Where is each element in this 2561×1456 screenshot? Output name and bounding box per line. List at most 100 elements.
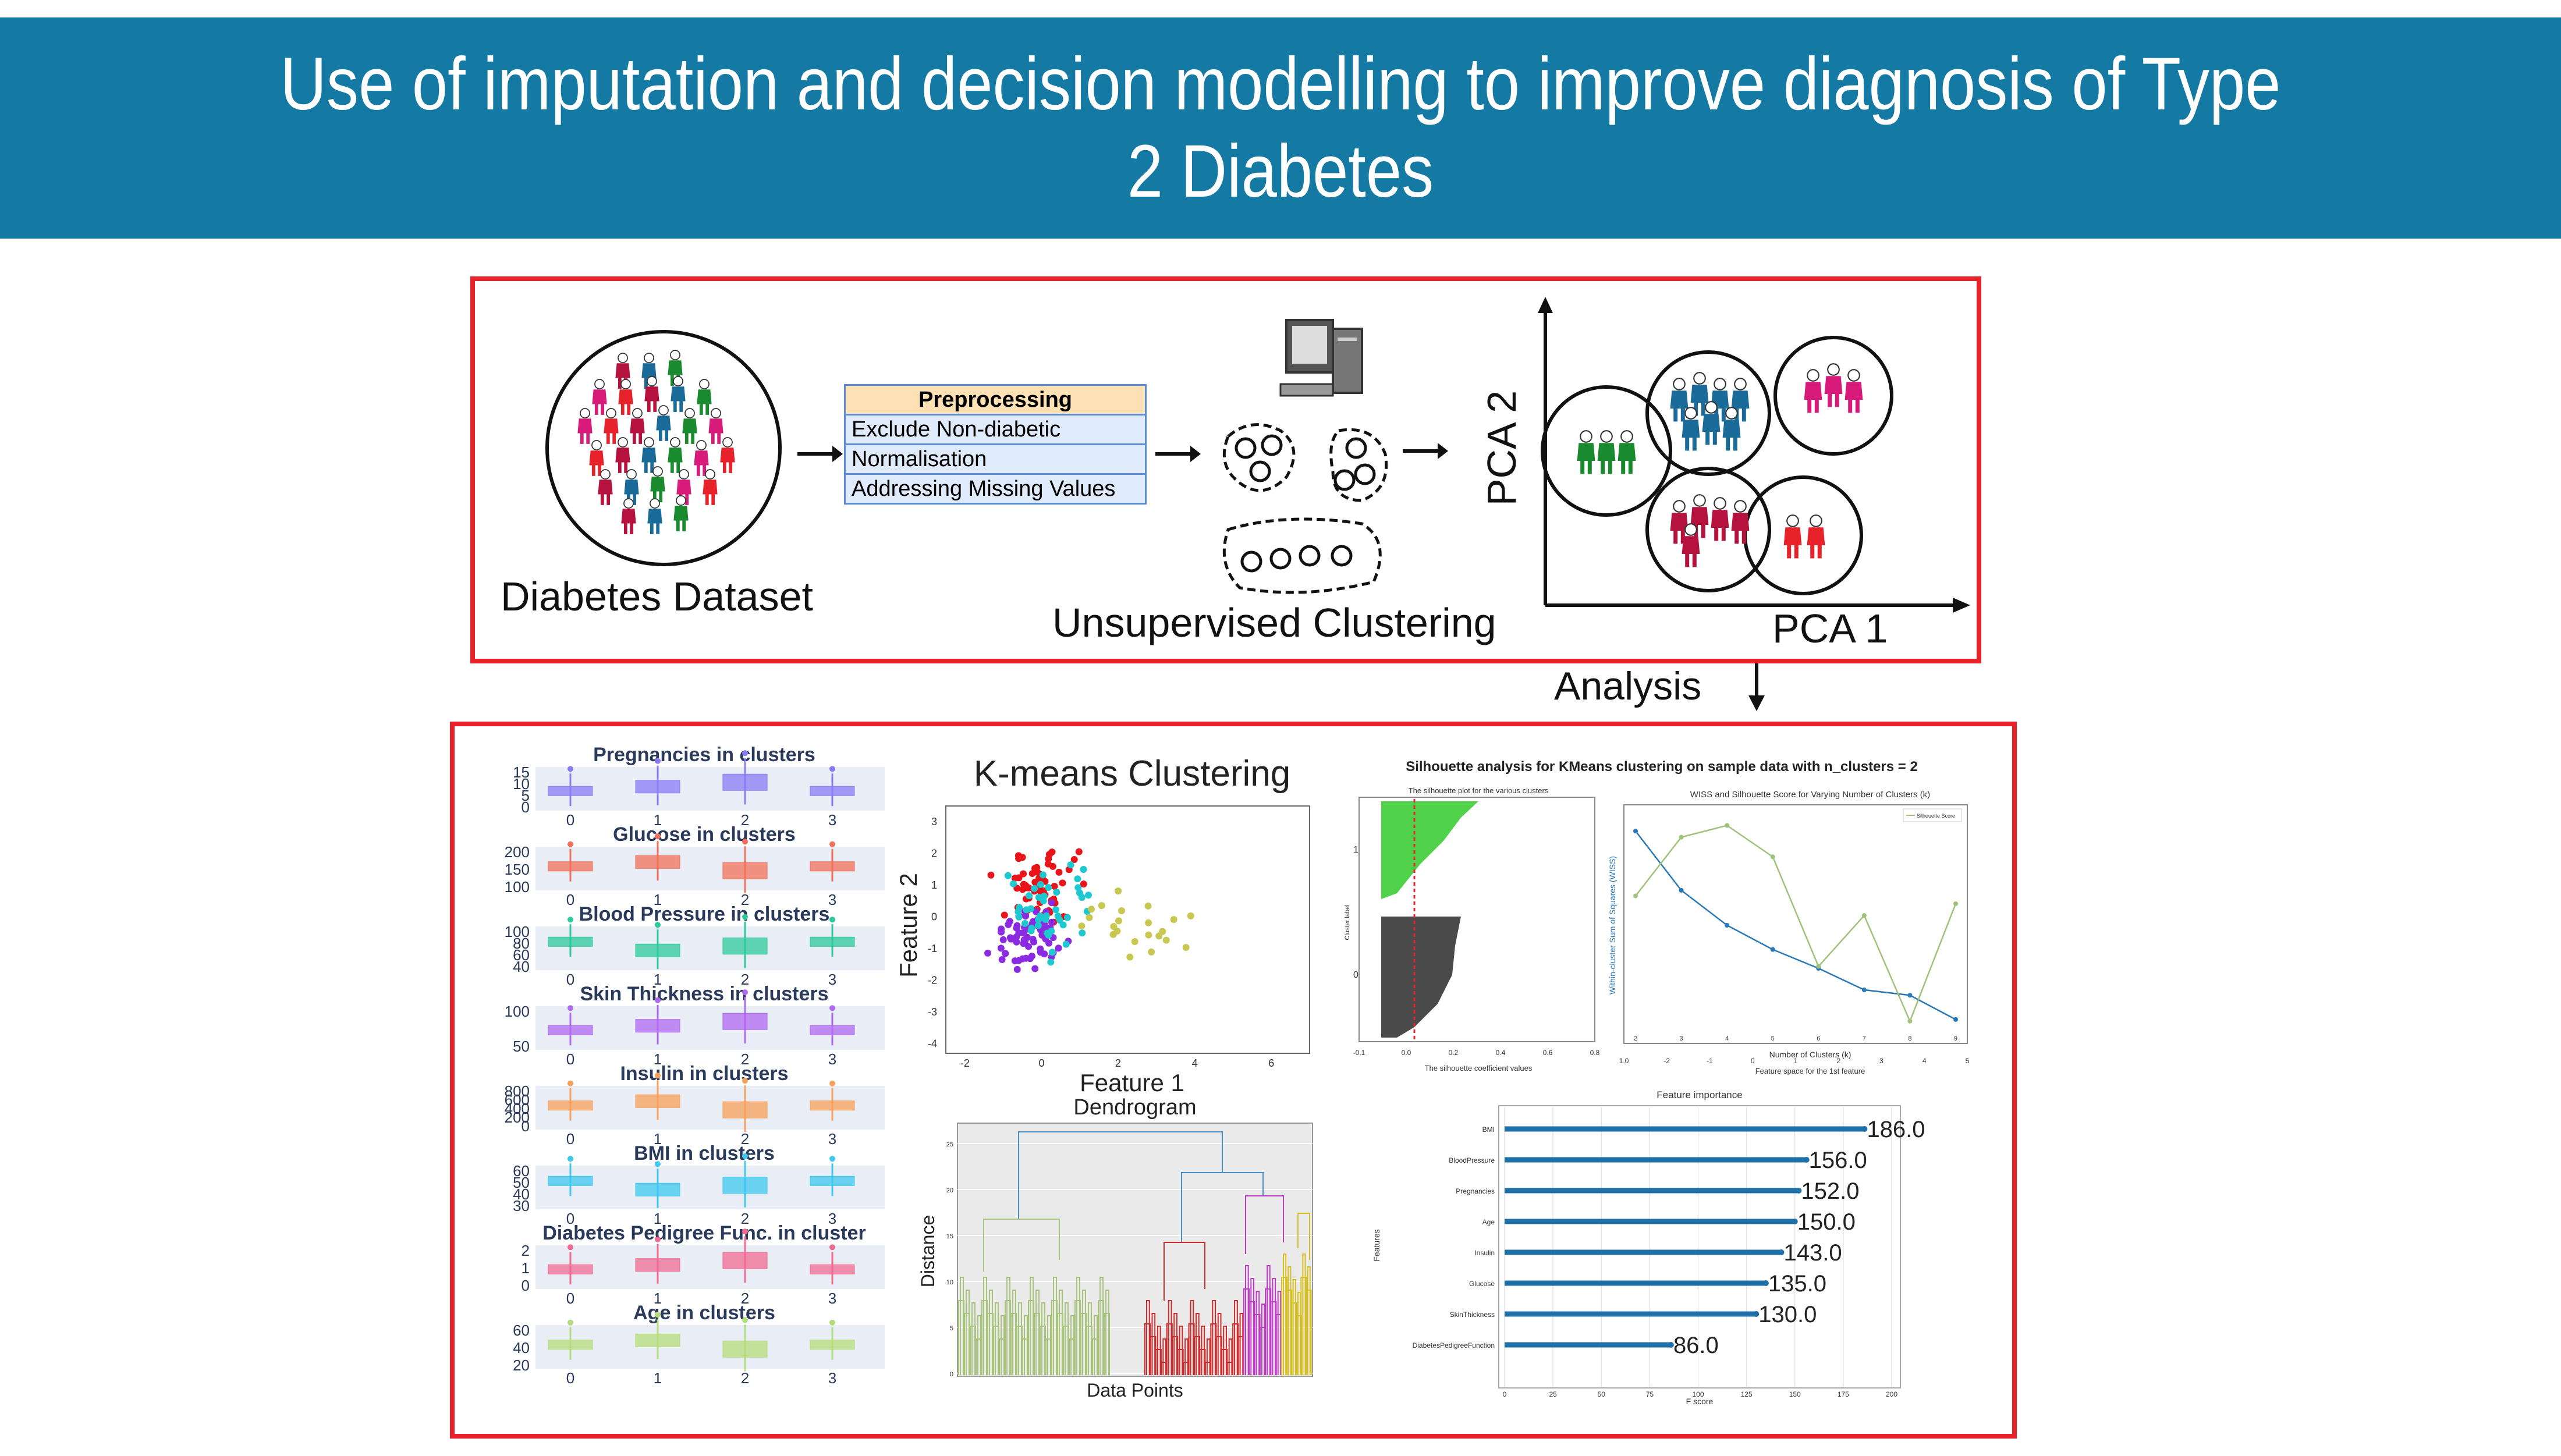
boxplot-tick: 0 <box>522 1117 530 1135</box>
dendrogram-link <box>1104 1313 1110 1375</box>
pipeline-box <box>470 276 1981 663</box>
boxplot-tick: 1 <box>522 1259 530 1277</box>
kmeans-point <box>1015 957 1023 964</box>
cluster-blobs-icon <box>1222 423 1388 594</box>
kmeans-point <box>1145 931 1152 939</box>
wiss-point <box>1679 887 1684 893</box>
person-icon <box>1783 514 1802 559</box>
fi-category-label: Insulin <box>1474 1249 1495 1257</box>
kmeans-point <box>1010 880 1017 887</box>
boxplot-tick: 200 <box>505 1109 530 1126</box>
dendrogram-link <box>1181 1172 1264 1242</box>
boxplot-tick: 400 <box>505 1100 530 1117</box>
dendrogram-ytick: 10 <box>946 1279 953 1286</box>
boxplot-outlier <box>742 914 748 920</box>
person-icon <box>1804 369 1822 413</box>
pca-y-label: PCA 2 <box>1479 390 1524 506</box>
boxplot-outlier <box>742 1153 748 1159</box>
boxplot-category: 2 <box>741 891 749 908</box>
dendrogram-link <box>1283 1253 1287 1375</box>
boxplot-title: Blood Pressure in clusters <box>579 903 830 925</box>
person-icon <box>615 437 630 473</box>
boxplot-outlier <box>829 1319 835 1326</box>
person-icon <box>1711 497 1729 541</box>
fi-xtick: 150 <box>1789 1390 1801 1398</box>
boxplot-box <box>635 943 680 957</box>
boxplot-tick: 40 <box>513 1185 530 1203</box>
boxplot-box <box>635 1182 680 1196</box>
pca-x-label: PCA 1 <box>1772 606 1888 651</box>
kmeans-point <box>1028 925 1035 932</box>
kmeans-point <box>1086 914 1093 921</box>
kmeans-point <box>1025 943 1033 950</box>
fi-xtick: 125 <box>1741 1390 1753 1398</box>
dendrogram-ytick: 5 <box>950 1325 953 1332</box>
kmeans-ytick: 1 <box>931 879 937 891</box>
silhouette-title: Silhouette analysis for KMeans clusterin… <box>1406 759 1918 775</box>
person-icon <box>618 379 633 415</box>
boxplot-title: Glucose in clusters <box>613 823 796 846</box>
analysis-box <box>450 722 2017 1439</box>
feature-importance-chart: Feature importance 0 25 50 75 100 125 150 175 20… <box>1372 1089 1925 1406</box>
boxplot-outlier <box>655 922 661 928</box>
boxplot-box <box>548 1176 593 1186</box>
kmeans-point <box>1118 907 1126 914</box>
fi-bar-end <box>1753 1311 1760 1317</box>
kmeans-ytick: -4 <box>928 1038 937 1050</box>
fi-title: Feature importance <box>1657 1089 1742 1100</box>
boxplot-outlier <box>655 1161 661 1167</box>
kmeans-point <box>1028 953 1035 960</box>
boxplot-outlier <box>829 841 835 847</box>
silhouette-xtick: 0.0 <box>1402 1049 1411 1057</box>
wiss-xlabel2: Feature space for the 1st feature <box>1755 1067 1865 1075</box>
arrow-to-clustering <box>1155 446 1201 462</box>
kmeans-ytick: -1 <box>928 943 937 954</box>
person-icon <box>697 379 712 415</box>
boxplot-outlier <box>655 833 661 840</box>
kmeans-point <box>1031 885 1038 892</box>
boxplot-outlier <box>567 841 573 847</box>
kmeans-point <box>1048 918 1056 926</box>
title-banner: Use of imputation and decision modelling… <box>0 17 2561 239</box>
kmeans-point <box>1067 861 1074 869</box>
kmeans-point <box>1059 921 1067 929</box>
kmeans-point <box>1054 912 1062 920</box>
kmeans-point <box>1031 965 1039 972</box>
kmeans-point <box>984 949 991 957</box>
dendrogram-link <box>1146 1300 1150 1375</box>
boxplot-area <box>535 1166 885 1209</box>
dendrogram-link <box>1267 1265 1271 1375</box>
silhouette-score-line <box>1635 825 1957 1024</box>
kmeans-point <box>1020 870 1027 878</box>
boxplot-box <box>722 1013 768 1030</box>
fi-category-label: DiabetesPedigreeFunction <box>1413 1341 1495 1350</box>
boxplot-tick: 150 <box>505 861 530 878</box>
boxplot-outlier <box>829 1005 835 1011</box>
kmeans-point <box>1053 889 1060 896</box>
kmeans-xtick: 2 <box>1115 1057 1121 1069</box>
dendrogram-link <box>1261 1304 1265 1375</box>
clustering-label: Unsupervised Clustering <box>1052 600 1496 645</box>
boxplot-box <box>722 1340 768 1358</box>
kmeans-point <box>1007 935 1015 943</box>
kmeans-point <box>1080 880 1087 888</box>
person-icon <box>1597 430 1616 474</box>
kmeans-point <box>1033 864 1041 871</box>
person-icon <box>1845 369 1863 413</box>
boxplot-box <box>810 861 855 872</box>
silhouette-cluster-label-0: 0 <box>1353 970 1358 980</box>
person-icon <box>592 379 607 415</box>
boxplot-category: 0 <box>566 1369 574 1387</box>
fi-value-label: 186.0 <box>1867 1117 1925 1142</box>
boxplot-outlier <box>742 839 748 845</box>
kmeans-point <box>1016 904 1023 911</box>
fi-bar-end <box>1796 1188 1802 1194</box>
boxplot-tick: 20 <box>513 1356 530 1374</box>
analysis-label: Analysis <box>1554 664 1702 708</box>
wiss-xtick: 6 <box>1817 1035 1820 1042</box>
fi-xtick: 50 <box>1598 1390 1606 1398</box>
boxplot-tick: 80 <box>513 935 530 952</box>
boxplot-category: 1 <box>654 891 662 908</box>
kmeans-xtick: 6 <box>1268 1057 1274 1069</box>
person-icon <box>682 408 697 444</box>
